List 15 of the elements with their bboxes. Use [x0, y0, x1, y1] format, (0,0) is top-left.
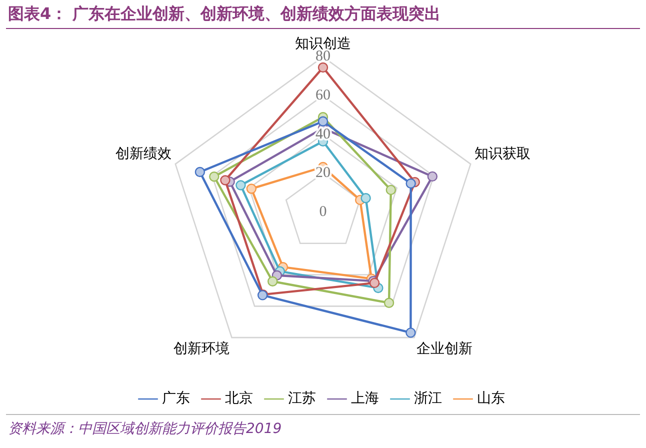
- legend-label: 广东: [162, 390, 190, 407]
- y-tick-label: 60: [316, 88, 330, 104]
- y-tick-label: 80: [316, 48, 330, 65]
- legend-label: 上海: [351, 390, 379, 407]
- legend-label: 北京: [225, 390, 253, 407]
- legend-label: 山东: [477, 390, 505, 407]
- y-tick-label: 0: [319, 204, 327, 220]
- legend-label: 浙江: [414, 390, 442, 407]
- chart-title: 图表4： 广东在企业创新、创新环境、创新绩效方面表现突出: [8, 4, 441, 25]
- spoke-label: 企业创新: [416, 340, 473, 357]
- spoke-label: 知识获取: [474, 146, 530, 162]
- spoke-label: 创新绩效: [116, 146, 172, 162]
- spoke-label: 创新环境: [173, 340, 230, 357]
- legend-label: 江苏: [288, 390, 316, 407]
- text: 资料来源：中国区域创新能力评价报告2019: [8, 420, 282, 438]
